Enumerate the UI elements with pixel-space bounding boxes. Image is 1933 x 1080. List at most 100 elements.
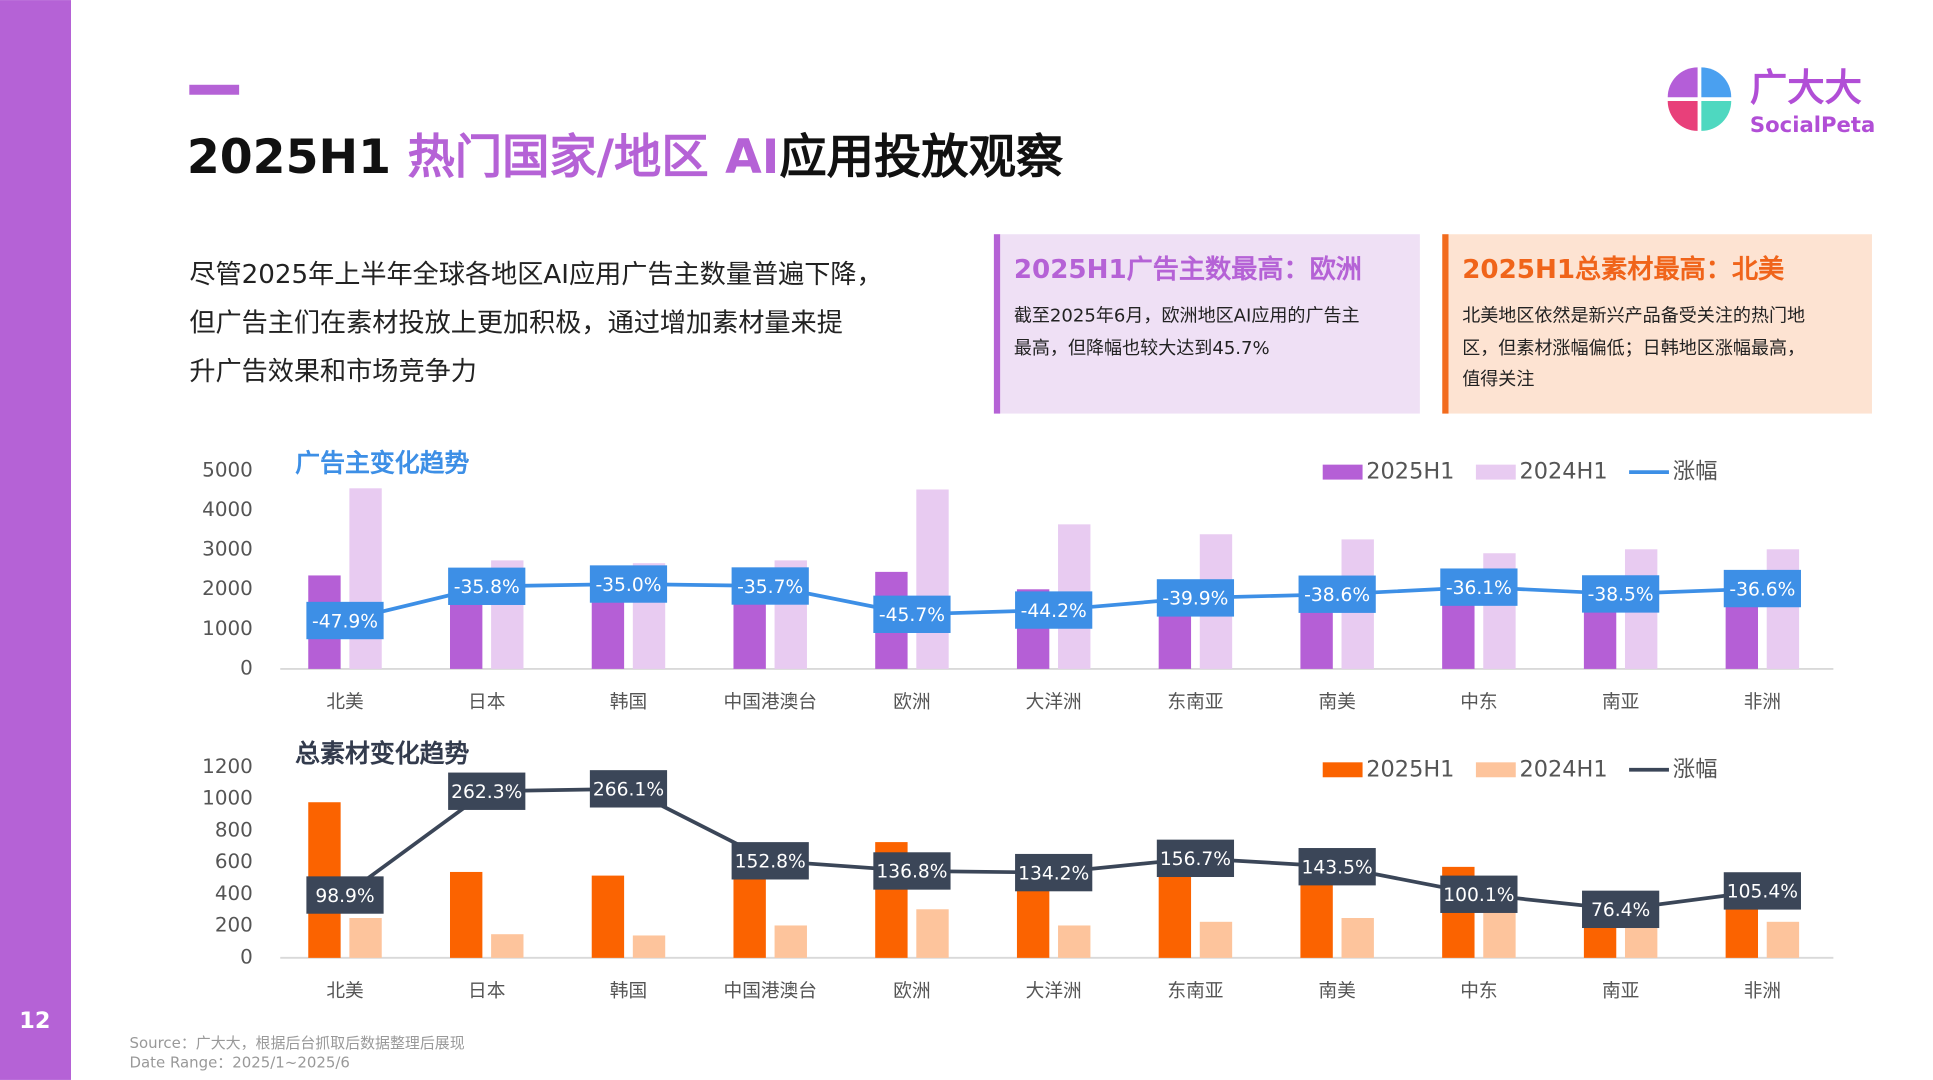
chart: 总素材变化趋势 0 200 400 600 800 1000 1200 北美 日本 韩国 中国港澳台 欧…: [202, 739, 1834, 1002]
y-tick-label: 400: [215, 882, 253, 905]
x-tick-label: 中东: [1460, 692, 1497, 713]
bar: [1199, 921, 1233, 958]
bar: [591, 875, 625, 958]
bar: [632, 935, 666, 958]
legend-label: 涨幅: [1673, 756, 1718, 782]
x-tick-label: 中东: [1460, 981, 1497, 1002]
rate-label-box: [306, 601, 384, 640]
rate-label-box: [1582, 575, 1660, 613]
rate-label: 76.4%: [1591, 900, 1650, 921]
chart-title: 广告主变化趋势: [295, 449, 469, 478]
card: 2025H1总素材最高：北美 北美地区依然是新兴产品备受关注的热门地 区，但素材…: [1442, 234, 1872, 414]
y-tick-label: 1200: [202, 755, 253, 778]
legend-label: 2024H1: [1519, 459, 1607, 485]
x-tick-label: 南美: [1318, 692, 1355, 713]
legend-label: 涨幅: [1673, 459, 1718, 485]
legend-label: 2025H1: [1366, 756, 1454, 782]
bar: [916, 489, 949, 669]
card-body: 区，但素材涨幅偏低；日韩地区涨幅最高，: [1462, 338, 1805, 359]
x-tick-label: 大洋洲: [1026, 692, 1082, 713]
bar: [774, 925, 807, 958]
card-body: 值得关注: [1462, 369, 1534, 390]
legend-swatch: [1475, 464, 1516, 480]
bar: [449, 599, 483, 669]
rate-label: 136.8%: [876, 862, 947, 883]
y-tick-label: 4000: [202, 498, 253, 521]
y-tick-label: 3000: [202, 538, 253, 561]
logo-petal: [1701, 100, 1732, 131]
title-part: 应用投放观察: [779, 130, 1064, 185]
rate-label-box: [1156, 839, 1235, 878]
description: 尽管2025年上半年全球各地区AI应用广告主数量普遍下降， 但广告主们在素材投放…: [189, 260, 882, 387]
logo-petal: [1667, 67, 1698, 98]
x-tick-label: 欧洲: [893, 692, 930, 713]
x-tick-label: 北美: [326, 981, 363, 1002]
rate-label: 105.4%: [1727, 882, 1798, 903]
rate-label: -35.0%: [595, 575, 661, 596]
card-body: 截至2025年6月，欧洲地区AI应用的广告主: [1014, 305, 1360, 326]
bar: [491, 934, 524, 958]
x-tick-label: 东南亚: [1167, 692, 1223, 713]
y-tick-label: 600: [215, 850, 253, 873]
rate-label-box: [1298, 575, 1376, 613]
rate-label: -39.9%: [1162, 589, 1228, 610]
rate-label: 152.8%: [735, 852, 806, 873]
bar: [916, 909, 949, 958]
rate-label: -35.8%: [454, 577, 520, 598]
rate-label: 98.9%: [315, 886, 374, 907]
rate-label-box: [731, 567, 809, 605]
y-tick-label: 200: [215, 914, 253, 937]
bar: [1483, 912, 1516, 958]
legend-label: 2024H1: [1519, 756, 1607, 782]
rate-label: 143.5%: [1302, 857, 1373, 878]
rate-label-box: [589, 770, 668, 808]
rate-label-box: [1298, 848, 1376, 886]
x-tick-label: 欧洲: [893, 981, 930, 1002]
legend-swatch: [1322, 762, 1363, 778]
y-tick-label: 2000: [202, 577, 253, 600]
bar: [1624, 926, 1658, 958]
y-tick-label: 1000: [202, 617, 253, 640]
rate-label: 262.3%: [451, 782, 522, 803]
rate-label-box: [1015, 591, 1093, 629]
x-tick-label: 南亚: [1602, 981, 1639, 1002]
slide-title: 2025H1 热门国家/地区 AI应用投放观察: [187, 130, 1064, 185]
x-tick-label: 非洲: [1744, 692, 1781, 713]
sidebar: [0, 0, 71, 1080]
footer-source: Source：广大大，根据后台抓取后数据整理后展现: [130, 1034, 465, 1052]
x-tick-label: 南美: [1318, 981, 1355, 1002]
y-tick-label: 1000: [202, 787, 253, 810]
x-tick-label: 韩国: [610, 981, 647, 1002]
description-line: 尽管2025年上半年全球各地区AI应用广告主数量普遍下降，: [189, 260, 882, 290]
bar: [349, 488, 382, 669]
bar: [733, 875, 766, 958]
rate-label-box: [1156, 579, 1235, 617]
description-line: 但广告主们在素材投放上更加积极，通过增加素材量来提: [189, 308, 843, 338]
card-bg: [993, 234, 1420, 414]
x-tick-label: 南亚: [1602, 692, 1639, 713]
bar: [1158, 865, 1192, 958]
x-tick-label: 非洲: [1744, 981, 1781, 1002]
bar: [449, 871, 483, 958]
legend-label: 2025H1: [1366, 459, 1454, 485]
x-tick-label: 大洋洲: [1026, 981, 1082, 1002]
bar: [349, 918, 382, 958]
rate-label: -36.1%: [1446, 578, 1512, 599]
y-tick-label: 0: [240, 656, 253, 679]
x-tick-label: 日本: [468, 692, 506, 713]
rate-label: -44.2%: [1021, 601, 1087, 622]
footer-date: Date Range：2025/1~2025/6: [130, 1054, 350, 1072]
chart-title: 总素材变化趋势: [295, 739, 469, 768]
card-bg: [1442, 234, 1872, 414]
rate-label-box: [1440, 875, 1518, 913]
legend-swatch: [1475, 762, 1516, 778]
rate-label-box: [448, 567, 526, 605]
bar: [1442, 594, 1475, 669]
rate-label-box: [873, 595, 951, 633]
x-tick-label: 日本: [468, 981, 506, 1002]
rate-label: -35.7%: [737, 577, 803, 598]
rate-label: 134.2%: [1018, 863, 1089, 884]
card-border: [993, 234, 1001, 414]
